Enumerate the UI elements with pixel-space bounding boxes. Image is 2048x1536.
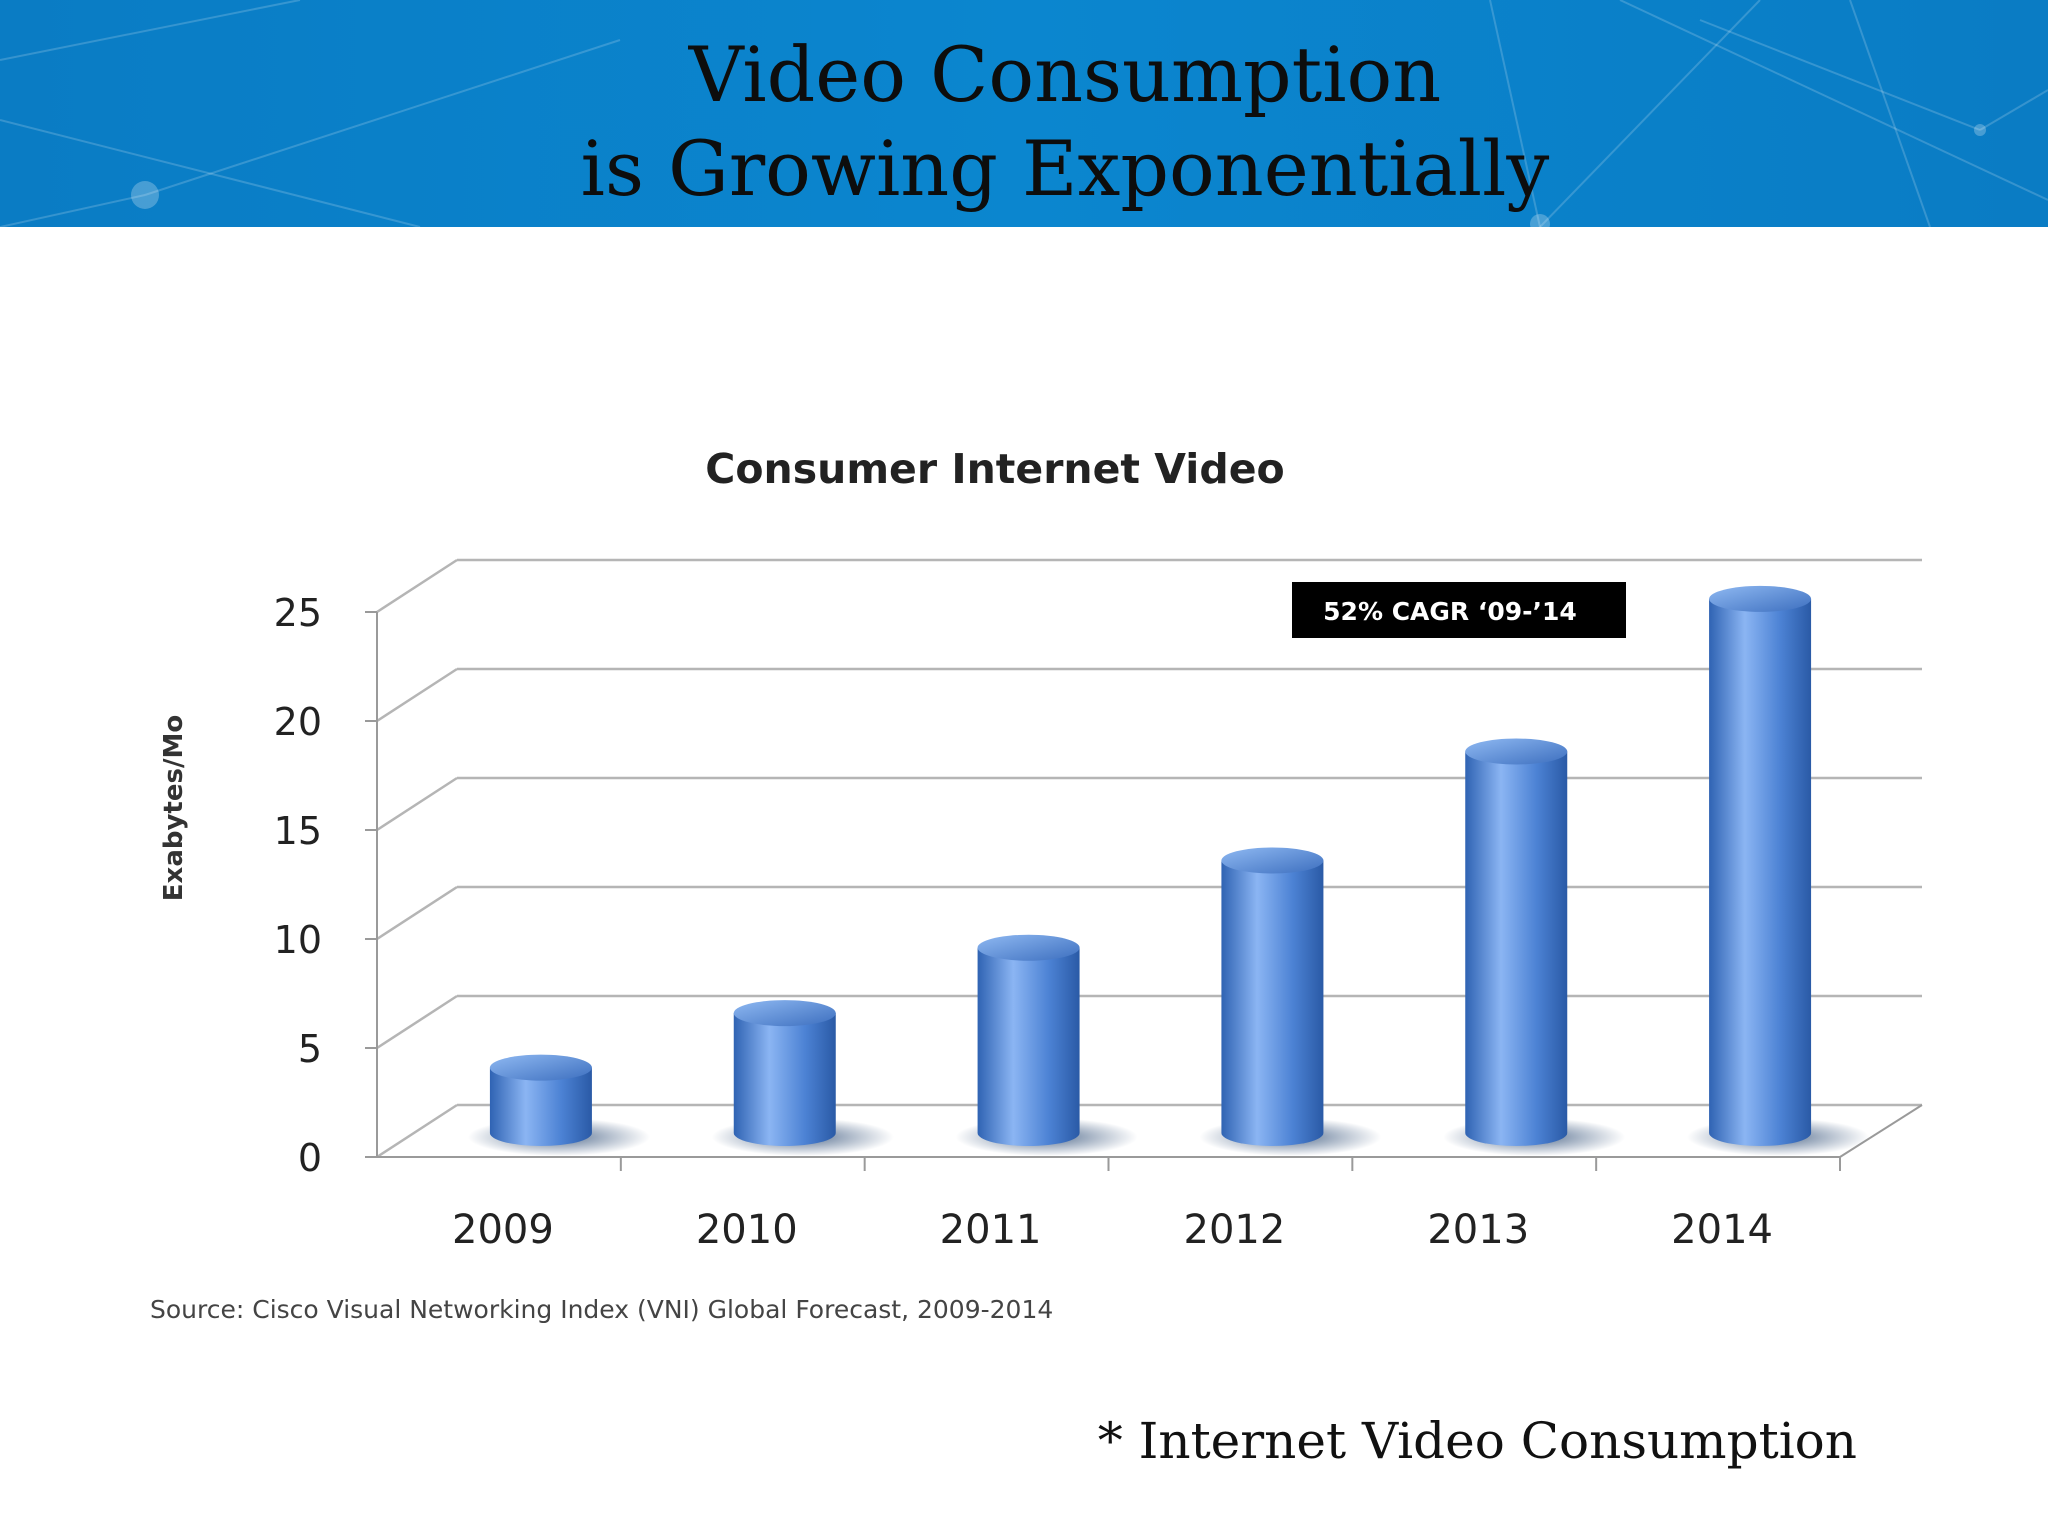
floor-edge (1839, 1104, 1923, 1158)
bar-body (733, 1013, 836, 1146)
bar-2013 (1443, 738, 1626, 1156)
x-tick-label: 2012 (1184, 1207, 1286, 1253)
y-tick-label: 20 (274, 700, 322, 744)
grid-lines (365, 558, 1923, 1171)
bar-2009 (467, 1054, 650, 1156)
y-tick-label: 10 (274, 918, 322, 962)
x-tick-label: 2010 (696, 1207, 798, 1253)
x-tick-label: 2013 (1427, 1207, 1529, 1253)
x-tick-labels: 2009 2010 2011 2012 2013 2014 (452, 1207, 1773, 1253)
y-tick-label: 25 (274, 591, 322, 635)
bars (467, 585, 1870, 1156)
grid-line-diagonal (376, 667, 458, 723)
cagr-annotation: 52% CAGR ‘09-’14 (1292, 582, 1626, 638)
bar-body (1221, 860, 1324, 1146)
y-tick-label: 0 (298, 1136, 322, 1180)
grid-line-diagonal (376, 1103, 458, 1159)
bar-body (489, 1067, 592, 1146)
grid-line-diagonal (376, 558, 458, 614)
bar-cap (977, 934, 1080, 961)
y-tick-label: 15 (274, 809, 322, 853)
network-lines-decoration (0, 0, 2048, 227)
title-banner: Video Consumption is Growing Exponential… (0, 0, 2048, 227)
chart-title: Consumer Internet Video (705, 445, 1284, 493)
consumer-internet-video-chart: Consumer Internet Video Exabytes/Mo 0 5 10… (150, 445, 1923, 1324)
y-tick-labels: 0 5 10 15 20 25 (274, 591, 322, 1180)
x-tick-label: 2009 (452, 1207, 554, 1253)
bar-cap (489, 1054, 592, 1081)
slide-title-line-2: is Growing Exponentially (580, 124, 1550, 213)
x-tick-label: 2014 (1671, 1207, 1773, 1253)
footnote: * Internet Video Consumption (1097, 1412, 1857, 1470)
y-axis-label: Exabytes/Mo (159, 715, 189, 901)
x-tick-label: 2011 (940, 1207, 1042, 1253)
bar-body (1465, 751, 1568, 1146)
bar-body (1709, 598, 1812, 1146)
grid-line-diagonal (376, 885, 458, 941)
bar-cap (733, 1000, 836, 1027)
bar-body (977, 947, 1080, 1147)
bar-cap (1465, 738, 1568, 765)
bar-2014 (1687, 585, 1870, 1156)
y-tick-label: 5 (298, 1027, 322, 1071)
grid-line-diagonal (376, 994, 458, 1050)
bar-cap (1221, 847, 1324, 874)
cagr-annotation-text: 52% CAGR ‘09-’14 (1323, 597, 1577, 626)
slide-title: Video Consumption is Growing Exponential… (0, 28, 2048, 216)
slide-title-line-1: Video Consumption (688, 30, 1442, 119)
grid-line-diagonal (376, 776, 458, 832)
source-note: Source: Cisco Visual Networking Index (V… (150, 1295, 1053, 1324)
bar-2011 (955, 934, 1138, 1156)
bar-2010 (711, 1000, 894, 1156)
bar-2012 (1199, 847, 1382, 1156)
bar-cap (1709, 585, 1812, 612)
